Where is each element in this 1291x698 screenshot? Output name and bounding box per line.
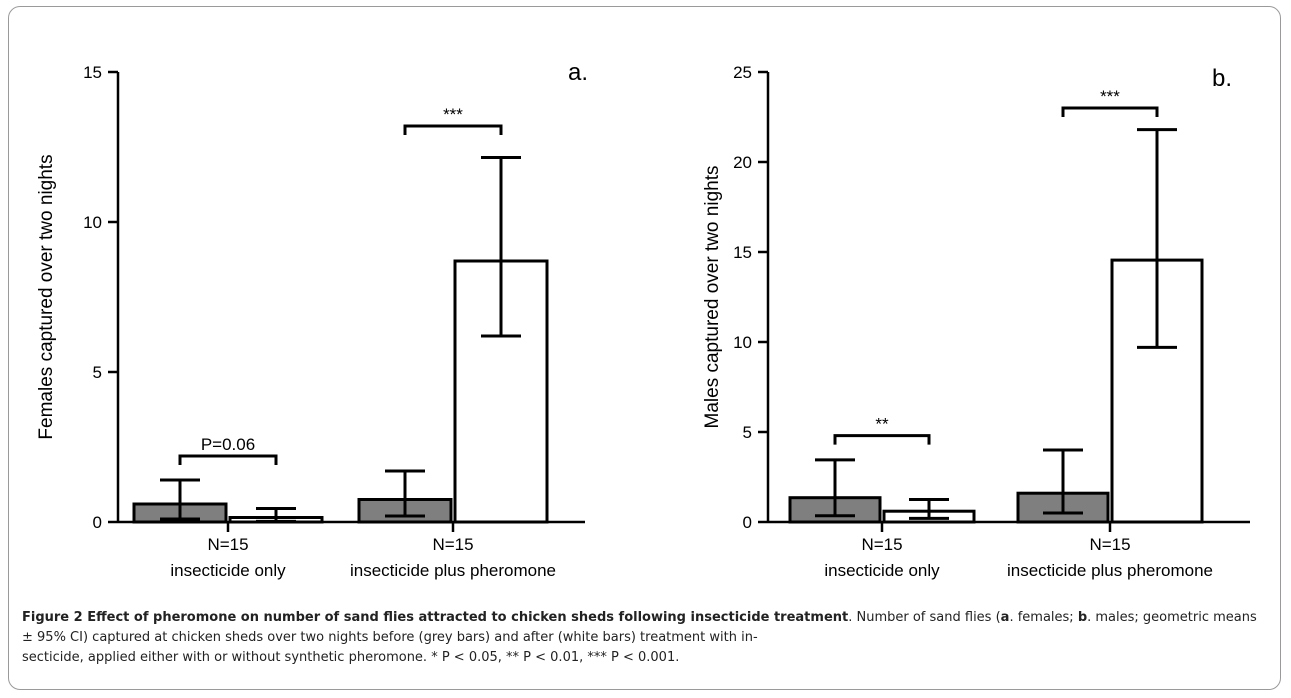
y-tick-label: 5 bbox=[93, 363, 102, 382]
caption-line-3: secticide, applied either with or withou… bbox=[22, 650, 680, 665]
significance-bracket bbox=[833, 434, 931, 445]
y-tick-label: 15 bbox=[733, 243, 752, 262]
significance-label: *** bbox=[443, 105, 463, 124]
y-tick-label: 10 bbox=[733, 333, 752, 352]
caption-bold-a: a bbox=[1000, 610, 1010, 625]
chart-panel-a: 0 5 10 15 Females captured over two nights a.… bbox=[36, 59, 588, 580]
y-tick-label: 0 bbox=[743, 513, 752, 532]
significance-label: P=0.06 bbox=[201, 435, 255, 454]
caption-bold-b: b bbox=[1077, 610, 1088, 625]
caption-text-3: . males; geometric means ± 95% CI) captu… bbox=[22, 610, 1257, 645]
caption-text-2: . females; bbox=[1009, 610, 1078, 625]
y-axis-title: Females captured over two nights bbox=[36, 154, 57, 439]
figure-caption: Figure 2 Effect of pheromone on number o… bbox=[22, 608, 1268, 668]
y-tick-label: 5 bbox=[743, 423, 752, 442]
chart-panel-b: 0 5 10 15 20 25 Males captured over two nights… bbox=[702, 63, 1250, 580]
category-label: insecticide only bbox=[824, 561, 940, 580]
y-tick-label: 0 bbox=[93, 513, 102, 532]
category-n-label: N=15 bbox=[861, 535, 902, 554]
significance-bracket bbox=[1061, 106, 1159, 117]
significance-bracket bbox=[178, 454, 278, 465]
category-label: insecticide plus pheromone bbox=[1007, 561, 1213, 580]
y-tick-label: 15 bbox=[83, 63, 102, 82]
y-axis-title: Males captured over two nights bbox=[702, 166, 723, 429]
caption-title: Figure 2 Effect of pheromone on number o… bbox=[22, 610, 849, 625]
significance-label: ** bbox=[875, 415, 889, 434]
category-label: insecticide plus pheromone bbox=[350, 561, 556, 580]
panel-label: b. bbox=[1212, 65, 1232, 92]
category-n-label: N=15 bbox=[207, 535, 248, 554]
figure-charts: 0 5 10 15 Females captured over two nights a.… bbox=[36, 59, 1250, 580]
y-tick-label: 20 bbox=[733, 153, 752, 172]
caption-line-1: Figure 2 Effect of pheromone on number o… bbox=[22, 608, 1268, 648]
category-n-label: N=15 bbox=[1089, 535, 1130, 554]
category-label: insecticide only bbox=[170, 561, 286, 580]
figure-frame bbox=[8, 6, 1281, 690]
panel-label: a. bbox=[568, 59, 588, 86]
category-n-label: N=15 bbox=[432, 535, 473, 554]
caption-text-1: . Number of sand flies ( bbox=[848, 610, 1001, 625]
y-tick-label: 10 bbox=[83, 213, 102, 232]
significance-bracket bbox=[403, 124, 503, 135]
significance-label: *** bbox=[1100, 87, 1120, 106]
y-tick-label: 25 bbox=[733, 63, 752, 82]
